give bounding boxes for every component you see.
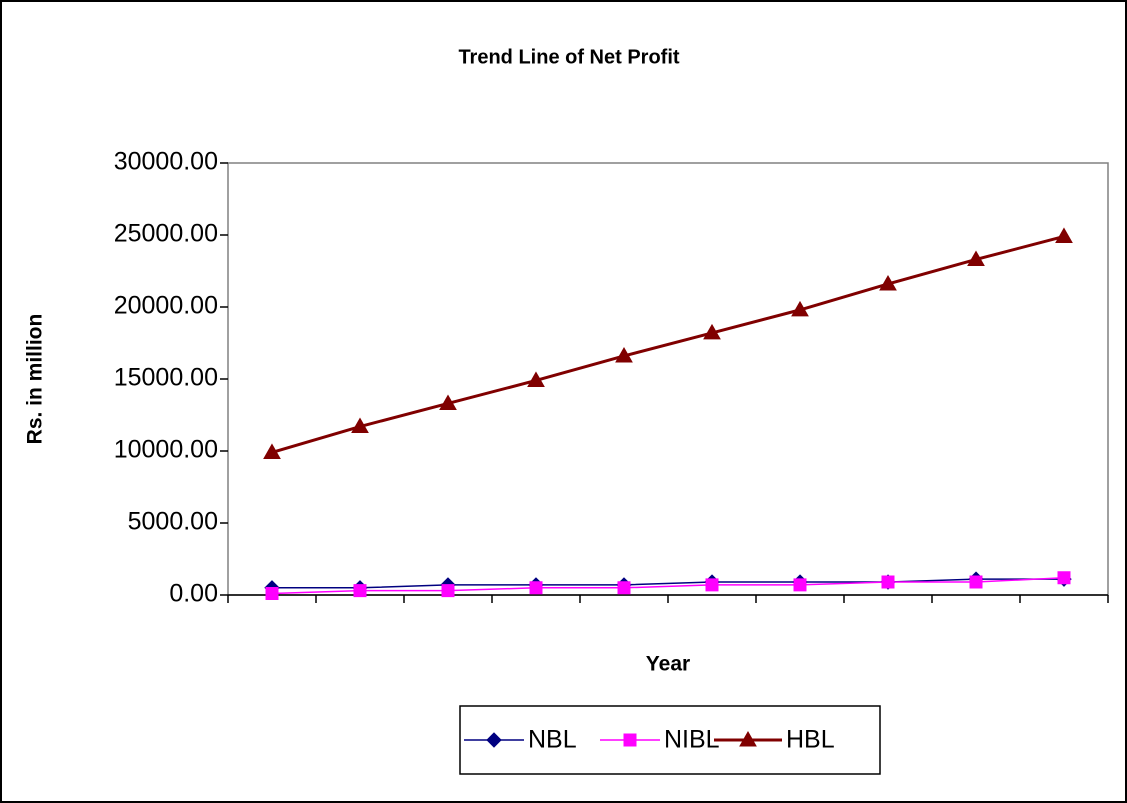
legend-marker <box>486 732 502 748</box>
marker <box>1057 571 1071 585</box>
x-axis-title: Year <box>646 653 690 676</box>
legend-label: NBL <box>528 726 577 754</box>
marker <box>791 300 809 317</box>
line <box>271 576 1065 595</box>
marker <box>1055 227 1073 243</box>
marker <box>967 250 985 266</box>
line <box>272 578 1064 589</box>
y-axis-title: Rs. in million <box>24 314 47 445</box>
chart-title: Trend Line of Net Profit <box>458 46 679 68</box>
marker <box>703 323 721 340</box>
y-tick-label: 30000.00 <box>114 148 218 176</box>
marker <box>439 394 457 410</box>
marker <box>615 346 633 363</box>
legend-marker <box>739 730 757 747</box>
y-tick-label: 15000.00 <box>114 364 218 392</box>
marker <box>879 274 897 291</box>
legend-label: NIBL <box>664 726 720 754</box>
line <box>271 234 1065 454</box>
marker <box>529 581 543 595</box>
y-tick-label: 0.00 <box>169 580 218 608</box>
marker <box>527 371 545 387</box>
marker <box>705 578 719 592</box>
y-tick-label: 5000.00 <box>128 508 218 536</box>
marker <box>969 575 983 589</box>
legend-marker <box>623 733 637 747</box>
y-tick-label: 25000.00 <box>114 220 218 248</box>
marker <box>881 575 895 589</box>
marker <box>793 578 807 592</box>
marker <box>351 417 369 434</box>
marker <box>617 581 631 595</box>
legend-label: HBL <box>786 726 835 754</box>
y-tick-label: 10000.00 <box>114 436 218 464</box>
legend <box>459 705 881 775</box>
marker <box>353 584 367 598</box>
marker <box>265 587 279 601</box>
y-tick-label: 20000.00 <box>114 292 218 320</box>
marker <box>263 443 281 459</box>
marker <box>441 584 455 598</box>
